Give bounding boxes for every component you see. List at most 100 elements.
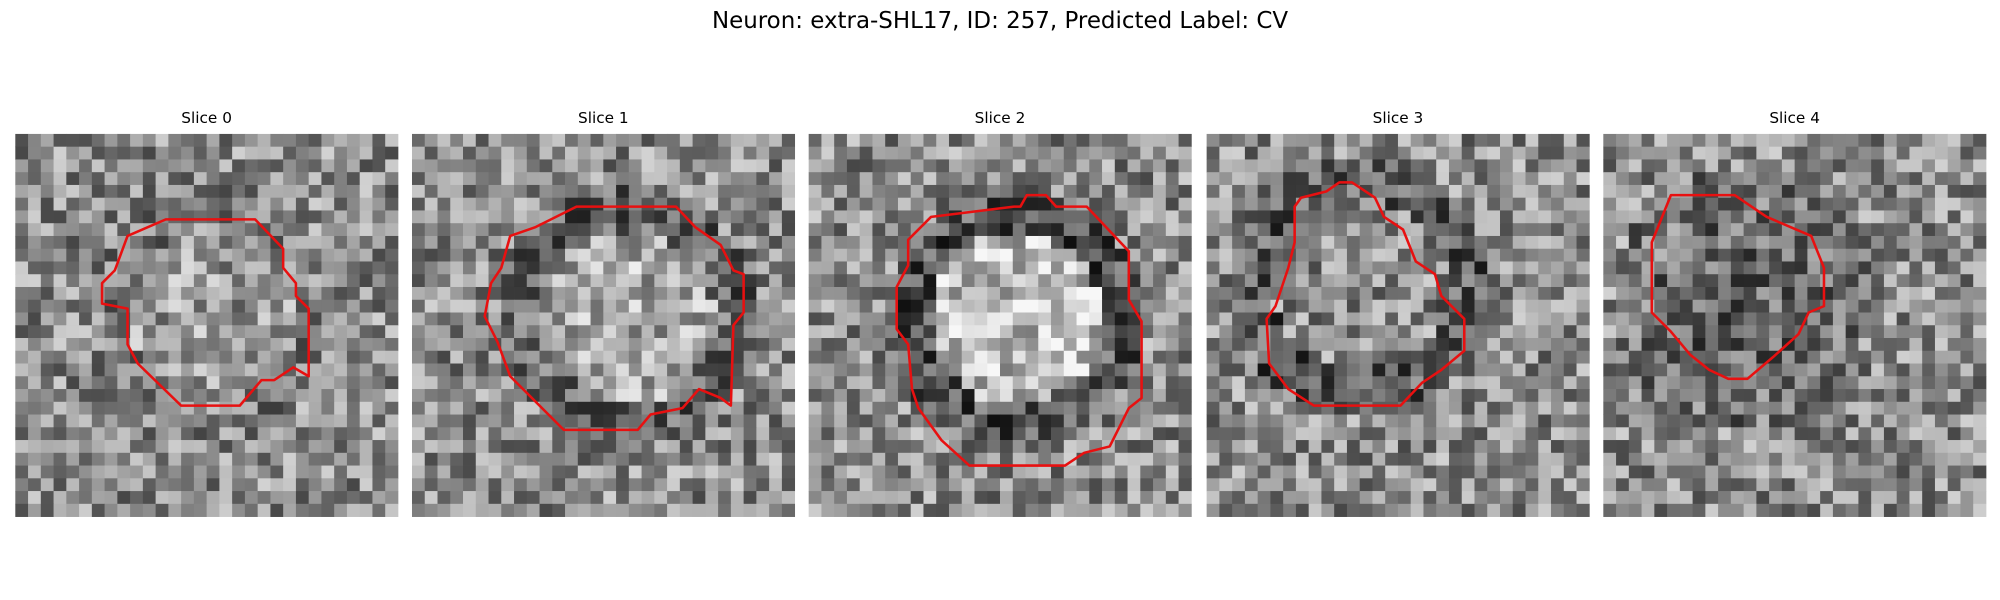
image-pixel <box>117 210 131 224</box>
image-pixel <box>1718 338 1732 352</box>
image-pixel <box>346 172 361 186</box>
image-pixel <box>1423 312 1437 326</box>
image-pixel <box>846 503 861 517</box>
image-pixel <box>1232 274 1246 288</box>
image-pixel <box>1525 248 1539 262</box>
image-pixel <box>565 363 579 377</box>
image-pixel <box>1654 248 1668 262</box>
image-pixel <box>334 363 348 377</box>
image-pixel <box>936 325 950 339</box>
image-pixel <box>1257 401 1271 415</box>
image-pixel <box>1909 210 1923 224</box>
image-pixel <box>590 286 604 301</box>
image-pixel <box>1973 350 1987 364</box>
image-pixel <box>641 452 655 466</box>
image-pixel <box>1512 465 1526 479</box>
image-pixel <box>872 478 886 492</box>
image-pixel <box>219 146 233 160</box>
image-pixel <box>346 197 361 211</box>
image-pixel <box>437 146 451 160</box>
image-pixel <box>1730 299 1745 313</box>
image-pixel <box>616 146 630 160</box>
image-pixel <box>501 223 515 237</box>
image-pixel <box>142 184 156 199</box>
image-pixel <box>679 223 693 237</box>
image-pixel <box>1334 427 1348 441</box>
image-pixel <box>718 261 732 275</box>
image-pixel <box>372 159 386 173</box>
image-pixel <box>1781 261 1796 275</box>
image-pixel <box>1219 223 1233 237</box>
image-pixel <box>948 325 963 339</box>
image-pixel <box>1705 503 1719 517</box>
image-pixel <box>1576 248 1590 262</box>
image-pixel <box>1743 478 1757 492</box>
image-pixel <box>1397 478 1412 492</box>
image-pixel <box>1909 478 1923 492</box>
image-pixel <box>936 312 950 326</box>
image-pixel <box>359 286 373 301</box>
image-pixel <box>1283 350 1297 364</box>
image-pixel <box>1461 184 1475 199</box>
image-pixel <box>193 184 208 199</box>
image-pixel <box>1153 261 1167 275</box>
image-pixel <box>1667 274 1681 288</box>
image-pixel <box>1063 159 1077 173</box>
image-pixel <box>193 338 208 352</box>
image-pixel <box>1499 440 1514 454</box>
image-pixel <box>872 286 886 301</box>
image-pixel <box>244 146 259 160</box>
image-pixel <box>603 172 617 186</box>
image-pixel <box>1448 223 1463 237</box>
image-pixel <box>1871 286 1885 301</box>
image-pixel <box>936 235 950 250</box>
image-pixel <box>1308 478 1322 492</box>
image-pixel <box>1025 478 1039 492</box>
image-pixel <box>1114 210 1128 224</box>
image-pixel <box>1679 286 1693 301</box>
image-pixel <box>974 146 988 160</box>
image-pixel <box>1244 274 1259 288</box>
image-pixel <box>1563 414 1577 428</box>
image-pixel <box>603 223 617 237</box>
image-pixel <box>1025 299 1039 313</box>
image-pixel <box>1219 172 1233 186</box>
image-pixel <box>1718 223 1732 237</box>
image-pixel <box>1436 299 1450 313</box>
image-pixel <box>1474 197 1488 211</box>
image-pixel <box>718 325 732 339</box>
image-pixel <box>577 248 591 262</box>
image-pixel <box>1628 338 1642 352</box>
image-pixel <box>437 478 451 492</box>
image-pixel <box>1807 389 1821 403</box>
image-pixel <box>411 184 426 199</box>
image-pixel <box>1692 172 1706 186</box>
image-pixel <box>974 414 988 428</box>
image-pixel <box>769 325 783 339</box>
image-pixel <box>1232 338 1246 352</box>
image-pixel <box>411 491 426 505</box>
image-pixel <box>1563 159 1577 173</box>
image-pixel <box>1487 235 1501 250</box>
image-pixel <box>270 389 284 403</box>
image-pixel <box>616 197 630 211</box>
image-pixel <box>1807 325 1821 339</box>
image-pixel <box>1474 274 1488 288</box>
image-pixel <box>1436 159 1450 173</box>
image-pixel <box>705 133 719 148</box>
image-pixel <box>1461 210 1475 224</box>
image-pixel <box>616 248 630 262</box>
image-pixel <box>1845 274 1859 288</box>
image-pixel <box>1270 235 1284 250</box>
image-pixel <box>295 197 310 211</box>
image-pixel <box>308 274 322 288</box>
image-pixel <box>1551 440 1565 454</box>
image-pixel <box>526 299 540 313</box>
image-pixel <box>1538 286 1552 301</box>
image-pixel <box>974 389 988 403</box>
image-pixel <box>667 146 681 160</box>
image-pixel <box>859 146 873 160</box>
image-pixel <box>679 478 693 492</box>
image-pixel <box>1679 312 1693 326</box>
image-pixel <box>1960 363 1974 377</box>
